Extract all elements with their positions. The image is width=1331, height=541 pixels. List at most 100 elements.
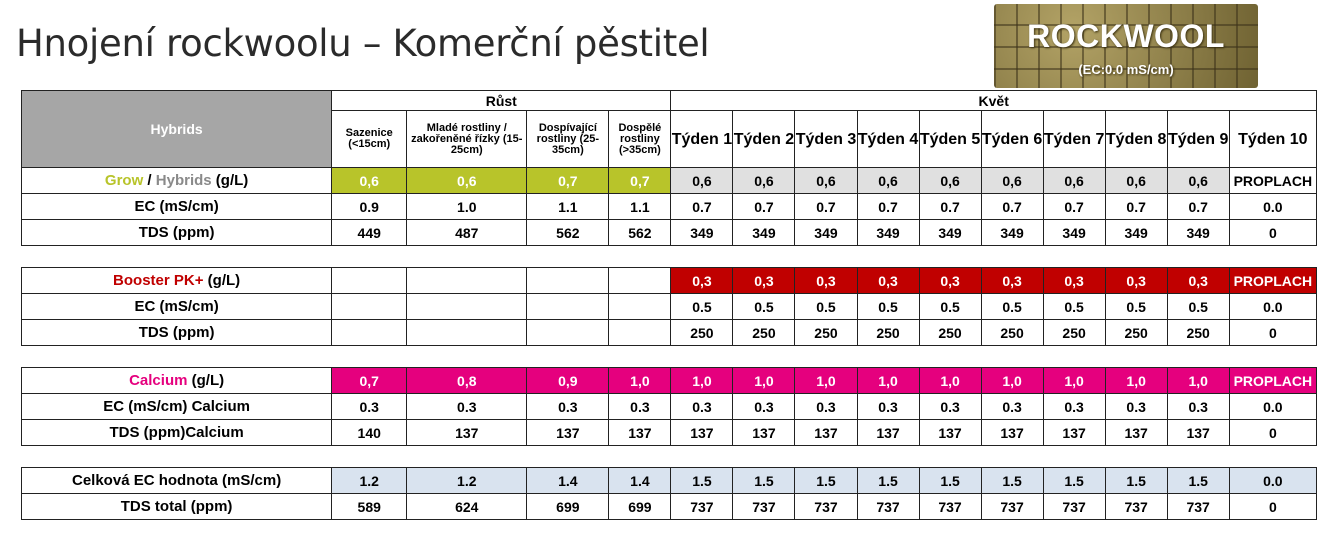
grow-ec-cell: 0.9 bbox=[331, 193, 408, 220]
stage-dospivajici: Dospívající rostliny (25-35cm) bbox=[526, 110, 610, 168]
calcium-tds-cell: 137 bbox=[608, 419, 672, 446]
total-ec-cell: 1.5 bbox=[856, 467, 920, 494]
total-ec-cell: 1.5 bbox=[1166, 467, 1230, 494]
grow-label: Grow bbox=[104, 172, 144, 189]
total-ec-cell: 1.2 bbox=[406, 467, 528, 494]
spacer-cell bbox=[21, 245, 1317, 268]
grow-dose-row: Grow / Hybrids (g/L) 0,6 0,6 0,7 0,7 0,6 0,6 0… bbox=[20, 167, 1318, 194]
booster-ec-cell: 0.5 bbox=[1166, 293, 1230, 320]
calcium-dose-cell: 1,0 bbox=[732, 367, 796, 394]
grow-tds-cell: 562 bbox=[526, 219, 610, 246]
calcium-ec-cell: 0.0 bbox=[1228, 393, 1318, 420]
grow-ec-cell: 1.1 bbox=[608, 193, 672, 220]
grow-tds-cell: 349 bbox=[1042, 219, 1106, 246]
total-tds-cell: 699 bbox=[608, 493, 672, 520]
booster-dose-cell: 0,3 bbox=[918, 267, 982, 294]
grow-tds-cell: 349 bbox=[1166, 219, 1230, 246]
grow-tds-cell: 349 bbox=[794, 219, 858, 246]
total-tds-cell: 737 bbox=[794, 493, 858, 520]
week-header: Týden 3 bbox=[794, 110, 858, 168]
calcium-tds-cell: 137 bbox=[918, 419, 982, 446]
week-header: Týden 4 bbox=[856, 110, 920, 168]
calcium-ec-cell: 0.3 bbox=[331, 393, 408, 420]
calcium-tds-cell: 137 bbox=[1104, 419, 1168, 446]
calcium-tds-cell: 137 bbox=[1042, 419, 1106, 446]
booster-ec-cell bbox=[331, 293, 408, 320]
total-ec-cell: 1.5 bbox=[794, 467, 858, 494]
calcium-dose-cell: 1,0 bbox=[670, 367, 734, 394]
header-row-phases: Hybrids Růst Květ bbox=[20, 90, 1317, 168]
booster-dose-cell: 0,3 bbox=[1104, 267, 1168, 294]
grow-ec-cell: 0.7 bbox=[794, 193, 858, 220]
total-tds-cell: 737 bbox=[1166, 493, 1230, 520]
calcium-dose-cell: 0,7 bbox=[331, 367, 408, 394]
growth-phase-header: Růst bbox=[331, 90, 672, 111]
grow-dose-cell: 0,6 bbox=[406, 167, 528, 194]
calcium-tds-cell: 137 bbox=[794, 419, 858, 446]
grow-dose-cell: 0,6 bbox=[1166, 167, 1230, 194]
booster-tds-row: TDS (ppm) 250 250 250 250 250 250 250 250 250 0 bbox=[20, 319, 1318, 346]
fertilizer-schedule-table: Hybrids Růst Květ Sazenice (<15cm) Mladé… bbox=[20, 90, 1318, 520]
booster-ec-cell: 0.5 bbox=[1042, 293, 1106, 320]
booster-dose-cell: 0,3 bbox=[980, 267, 1044, 294]
grow-tds-label: TDS (ppm) bbox=[20, 219, 333, 246]
booster-dose-cell: 0,3 bbox=[856, 267, 920, 294]
booster-dose-cell: 0,3 bbox=[732, 267, 796, 294]
calcium-ec-cell: 0.3 bbox=[856, 393, 920, 420]
booster-dose-cell bbox=[406, 267, 528, 294]
booster-tds-label: TDS (ppm) bbox=[20, 319, 333, 346]
unit-label: (g/L) bbox=[187, 372, 225, 389]
calcium-ec-cell: 0.3 bbox=[980, 393, 1044, 420]
week-header: Týden 7 bbox=[1042, 110, 1106, 168]
booster-ec-cell: 0.5 bbox=[1104, 293, 1168, 320]
grow-tds-cell: 349 bbox=[856, 219, 920, 246]
calcium-tds-cell: 140 bbox=[331, 419, 408, 446]
booster-tds-cell bbox=[406, 319, 528, 346]
booster-dose-cell bbox=[526, 267, 610, 294]
week-header: Týden 1 bbox=[670, 110, 734, 168]
booster-dose-cell: PROPLACH bbox=[1228, 267, 1318, 294]
grow-dose-label: Grow / Hybrids (g/L) bbox=[20, 167, 333, 194]
calcium-tds-cell: 137 bbox=[856, 419, 920, 446]
total-ec-cell: 1.5 bbox=[670, 467, 734, 494]
booster-dose-row: Booster PK+ (g/L) 0,3 0,3 0,3 0,3 0,3 0,3 0,3 0… bbox=[20, 267, 1318, 294]
total-tds-cell: 624 bbox=[406, 493, 528, 520]
booster-ec-label: EC (mS/cm) bbox=[20, 293, 333, 320]
total-tds-cell: 699 bbox=[526, 493, 610, 520]
calcium-tds-cell: 137 bbox=[406, 419, 528, 446]
total-ec-cell: 1.5 bbox=[732, 467, 796, 494]
grow-ec-cell: 0.7 bbox=[1166, 193, 1230, 220]
calcium-tds-cell: 137 bbox=[980, 419, 1044, 446]
grow-tds-cell: 487 bbox=[406, 219, 528, 246]
booster-ec-cell: 0.5 bbox=[670, 293, 734, 320]
label-separator: / bbox=[143, 172, 156, 189]
grow-tds-row: TDS (ppm) 449 487 562 562 349 349 349 349 349 349… bbox=[20, 219, 1318, 246]
booster-dose-cell bbox=[608, 267, 672, 294]
grow-dose-cell: 0,6 bbox=[670, 167, 734, 194]
booster-tds-cell bbox=[526, 319, 610, 346]
grow-ec-cell: 0.7 bbox=[918, 193, 982, 220]
calcium-ec-cell: 0.3 bbox=[1042, 393, 1106, 420]
grow-ec-cell: 0.7 bbox=[980, 193, 1044, 220]
booster-dose-cell bbox=[331, 267, 408, 294]
section-spacer bbox=[21, 445, 1317, 468]
calcium-tds-cell: 137 bbox=[732, 419, 796, 446]
total-tds-cell: 737 bbox=[918, 493, 982, 520]
total-ec-cell: 0.0 bbox=[1228, 467, 1318, 494]
grow-tds-cell: 449 bbox=[331, 219, 408, 246]
total-ec-cell: 1.5 bbox=[1042, 467, 1106, 494]
total-tds-cell: 737 bbox=[1042, 493, 1106, 520]
unit-label: (g/L) bbox=[203, 272, 241, 289]
booster-ec-row: EC (mS/cm) 0.5 0.5 0.5 0.5 0.5 0.5 0.5 0.5 0.5 0.… bbox=[20, 293, 1318, 320]
booster-dose-cell: 0,3 bbox=[670, 267, 734, 294]
total-tds-cell: 737 bbox=[1104, 493, 1168, 520]
grow-ec-cell: 0.7 bbox=[1042, 193, 1106, 220]
total-tds-cell: 737 bbox=[670, 493, 734, 520]
grow-tds-cell: 349 bbox=[980, 219, 1044, 246]
calcium-dose-cell: 1,0 bbox=[856, 367, 920, 394]
week-header: Týden 6 bbox=[980, 110, 1044, 168]
booster-ec-cell: 0.0 bbox=[1228, 293, 1318, 320]
grow-dose-cell: 0,6 bbox=[1104, 167, 1168, 194]
grow-ec-cell: 1.1 bbox=[526, 193, 610, 220]
booster-tds-cell: 0 bbox=[1228, 319, 1318, 346]
